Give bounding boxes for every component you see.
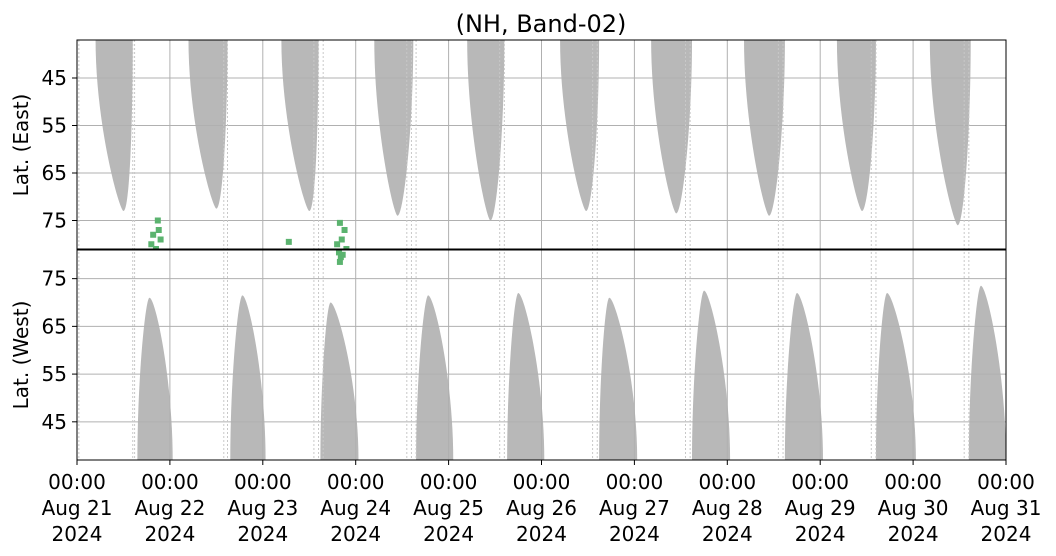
west-coverage-layer (137, 285, 1006, 460)
west-coverage-swath (137, 297, 173, 460)
west-y-axis-label: Lat. (West) (9, 301, 33, 410)
x-tick-time: 00:00 (420, 470, 478, 494)
x-tick-time: 00:00 (606, 470, 664, 494)
x-tick-date: Aug 26 (506, 496, 577, 520)
y-tick-label: 65 (42, 314, 67, 338)
east-coverage-swath (374, 40, 414, 216)
y-tick-label: 45 (42, 410, 67, 434)
east-panel: 45 55 65 75 Lat. (East) (9, 40, 1007, 249)
x-tick-time: 00:00 (234, 470, 292, 494)
west-coverage-swath (230, 295, 266, 460)
detection-cell (148, 241, 155, 248)
x-tick-year: 2024 (237, 522, 288, 546)
west-coverage-swath (599, 297, 638, 460)
x-tick-date: Aug 29 (785, 496, 856, 520)
x-tick-date: Aug 31 (971, 496, 1042, 520)
x-tick-date: Aug 30 (878, 496, 949, 520)
x-tick-date: Aug 28 (692, 496, 763, 520)
x-tick-time: 00:00 (141, 470, 199, 494)
x-tick-time: 00:00 (884, 470, 942, 494)
x-tick-date: Aug 22 (134, 496, 205, 520)
east-coverage-swath (467, 40, 505, 221)
x-tick-year: 2024 (981, 522, 1032, 546)
detection-cell (157, 236, 164, 243)
west-coverage-swath (875, 292, 916, 460)
east-coverage-layer (95, 40, 971, 226)
west-grid (76, 250, 1007, 460)
east-coverage-swath (744, 40, 785, 216)
west-panel: 75 65 55 45 Lat. (West) (9, 250, 1007, 460)
x-tick-year: 2024 (609, 522, 660, 546)
detection-cell (154, 217, 161, 224)
detection-cell (343, 246, 350, 249)
west-coverage-swath (416, 295, 454, 460)
detection-cell (152, 246, 159, 249)
x-tick-year: 2024 (330, 522, 381, 546)
x-tick-year: 2024 (795, 522, 846, 546)
west-coverage-swath (507, 292, 545, 460)
x-tick-year: 2024 (144, 522, 195, 546)
east-y-ticks: 45 55 65 75 (42, 66, 77, 233)
y-tick-label: 75 (42, 209, 67, 233)
west-coverage-swath (320, 302, 359, 460)
x-tick-date: Aug 25 (413, 496, 484, 520)
chart-title: (NH, Band-02) (456, 10, 627, 38)
east-detections-layer (148, 217, 350, 249)
west-coverage-swath (691, 290, 731, 460)
x-tick-time: 00:00 (791, 470, 849, 494)
y-tick-label: 55 (42, 362, 67, 386)
east-coverage-swath (651, 40, 692, 214)
west-y-ticks: 75 65 55 45 (42, 267, 77, 434)
x-tick-time: 00:00 (327, 470, 385, 494)
x-tick-year: 2024 (52, 522, 103, 546)
x-tick-time: 00:00 (48, 470, 106, 494)
x-tick-year: 2024 (702, 522, 753, 546)
y-tick-label: 45 (42, 66, 67, 90)
x-tick-date: Aug 23 (227, 496, 298, 520)
east-y-axis-label: Lat. (East) (9, 94, 33, 197)
detection-cell (285, 238, 292, 245)
x-tick-time: 00:00 (513, 470, 571, 494)
west-detections-layer (335, 250, 346, 265)
detection-cell (155, 227, 162, 233)
west-coverage-swath (784, 292, 823, 460)
x-tick-time: 00:00 (977, 470, 1035, 494)
detection-cell (150, 231, 157, 238)
detection-cell (341, 227, 348, 233)
detection-cell (335, 250, 342, 256)
x-tick-year: 2024 (423, 522, 474, 546)
detection-cell (336, 219, 343, 226)
y-tick-label: 75 (42, 267, 67, 291)
detection-cell (336, 258, 343, 265)
detection-cell (339, 251, 346, 258)
east-coverage-swath (929, 40, 971, 226)
x-tick-date: Aug 27 (599, 496, 670, 520)
x-tick-time: 00:00 (698, 470, 756, 494)
x-tick-year: 2024 (888, 522, 939, 546)
detection-cell (334, 241, 341, 248)
y-tick-label: 65 (42, 161, 67, 185)
x-tick-year: 2024 (516, 522, 567, 546)
detection-cell (338, 236, 345, 243)
east-coverage-swath (188, 40, 228, 209)
x-tick-date: Aug 21 (42, 496, 113, 520)
x-tick-date: Aug 24 (320, 496, 391, 520)
west-coverage-swath (968, 285, 1006, 460)
y-tick-label: 55 (42, 114, 67, 138)
